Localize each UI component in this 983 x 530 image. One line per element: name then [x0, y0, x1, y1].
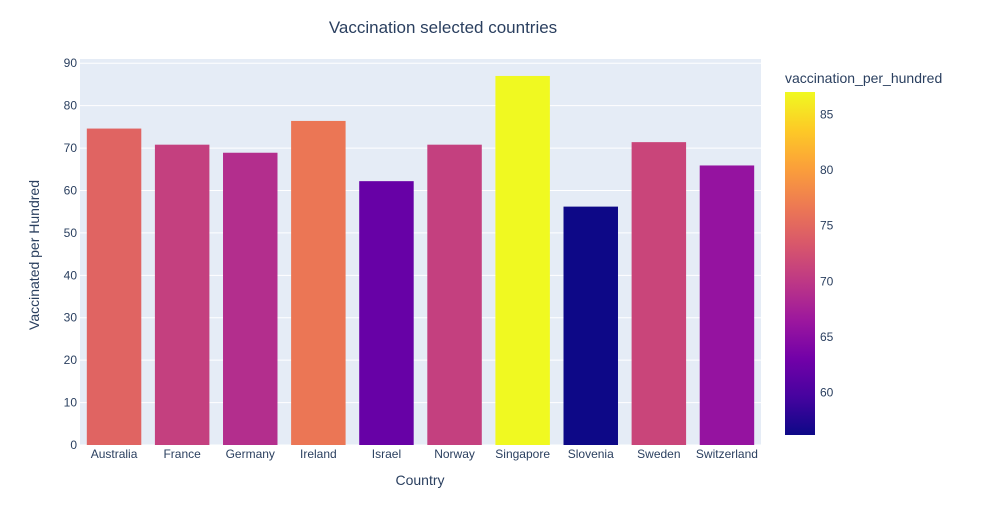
x-axis-ticks: Australia France Germany Ireland Israel Norwa… [91, 447, 758, 461]
x-tick-label: Israel [372, 447, 401, 461]
y-tick-label: 80 [64, 99, 78, 113]
y-tick-label: 90 [64, 56, 78, 70]
x-tick-label: Sweden [637, 447, 680, 461]
y-tick-label: 10 [64, 396, 78, 410]
y-tick-label: 40 [64, 268, 78, 282]
colorbar-tick-label: 80 [820, 163, 834, 177]
x-tick-label: Ireland [300, 447, 337, 461]
y-tick-label: 0 [70, 438, 77, 452]
colorbar-tick-label: 65 [820, 330, 834, 344]
colorbar-tick-label: 75 [820, 219, 834, 233]
bar-france[interactable] [154, 144, 210, 445]
x-tick-label: Germany [226, 447, 275, 461]
bar-norway[interactable] [427, 144, 482, 445]
x-tick-label: Slovenia [568, 447, 614, 461]
bar-germany[interactable] [223, 152, 278, 445]
colorbar-title: vaccination_per_hundred [785, 70, 942, 86]
x-tick-label: France [163, 447, 201, 461]
bar-switzerland[interactable] [699, 165, 755, 445]
colorbar-ticks: 60 65 70 75 80 85 [820, 107, 834, 399]
x-tick-label: Norway [434, 447, 475, 461]
colorbar-tick-label: 70 [820, 274, 834, 288]
y-tick-label: 70 [64, 141, 78, 155]
bar-singapore[interactable] [495, 75, 550, 445]
x-axis-title: Country [395, 472, 444, 488]
y-tick-label: 20 [64, 353, 78, 367]
y-tick-label: 50 [64, 226, 78, 240]
x-tick-label: Australia [91, 447, 138, 461]
bar-sweden[interactable] [631, 142, 687, 445]
bars [86, 75, 755, 446]
colorbar [785, 92, 815, 435]
bar-ireland[interactable] [291, 120, 346, 445]
bar-slovenia[interactable] [563, 206, 618, 445]
colorbar-tick-label: 85 [820, 107, 834, 121]
y-tick-label: 60 [64, 183, 78, 197]
y-axis-title: Vaccinated per Hundred [26, 180, 42, 330]
y-axis-ticks: 0 10 20 30 40 50 60 70 80 90 [64, 56, 78, 452]
bar-australia[interactable] [86, 128, 142, 446]
colorbar-tick-label: 60 [820, 386, 834, 400]
chart-title: Vaccination selected countries [329, 18, 557, 37]
x-tick-label: Switzerland [696, 447, 758, 461]
x-tick-label: Singapore [495, 447, 550, 461]
y-tick-label: 30 [64, 311, 78, 325]
bar-israel[interactable] [359, 181, 414, 445]
